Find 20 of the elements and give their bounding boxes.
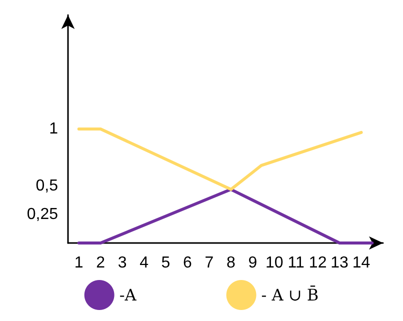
x-tick-label: 8 (226, 254, 236, 272)
y-tick-label: 0,5 (36, 178, 58, 194)
x-tick-label: 12 (308, 254, 327, 272)
x-tick-label: 3 (118, 254, 127, 272)
legend-label: - A ∪ B̄ (261, 286, 319, 304)
x-tick-label: 4 (140, 254, 149, 272)
x-tick-label: 9 (248, 254, 258, 272)
x-tick-label: 2 (96, 254, 106, 272)
x-tick-label: 13 (330, 254, 349, 272)
y-tick-label: 1 (49, 120, 58, 138)
x-tick-label: 7 (204, 254, 214, 272)
x-tick-label: 14 (352, 254, 370, 272)
x-tick-label: 10 (265, 254, 284, 272)
legend-label: -A (119, 286, 137, 304)
line-series (77, 128, 363, 191)
y-tick-label: 0,25 (26, 206, 58, 223)
x-tick-label: 5 (161, 254, 170, 272)
x-tick-label: 1 (74, 254, 84, 272)
x-tick-label: 11 (288, 254, 305, 272)
x-tick-label: 6 (183, 254, 192, 272)
